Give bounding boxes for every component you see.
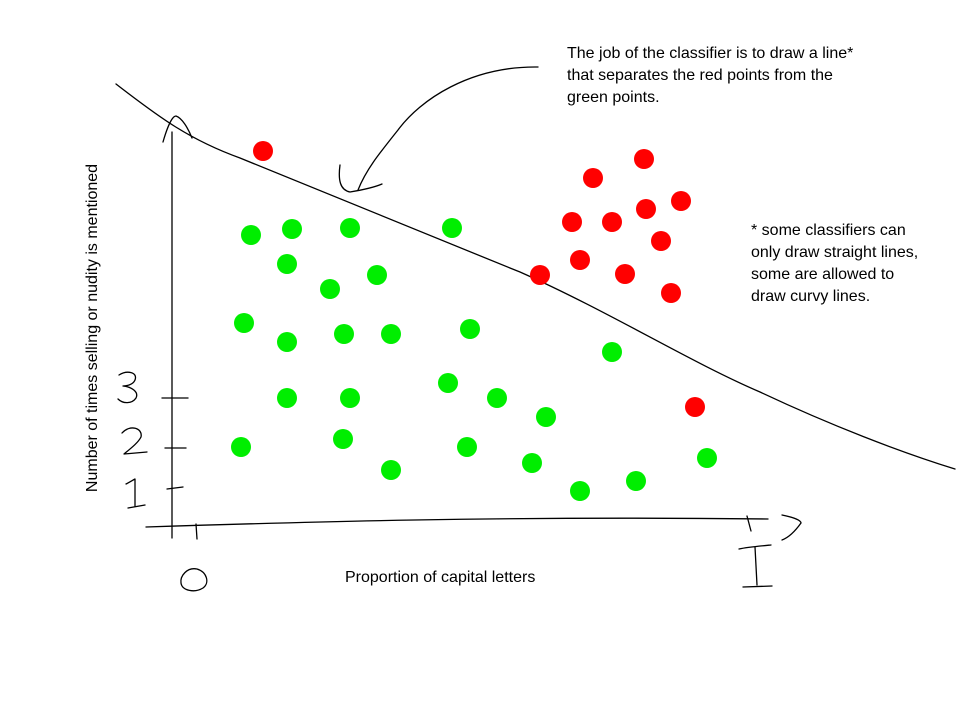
y-axis-arrowhead bbox=[162, 115, 193, 143]
green-point bbox=[602, 342, 622, 362]
decision-boundary-line bbox=[115, 83, 956, 470]
red-point bbox=[636, 199, 656, 219]
green-point bbox=[697, 448, 717, 468]
classifier-annotation: The job of the classifier is to draw a l… bbox=[567, 45, 854, 106]
handwritten-0 bbox=[180, 568, 208, 592]
green-point bbox=[457, 437, 477, 457]
y-axis-label: Number of times selling or nudity is men… bbox=[84, 163, 101, 493]
x-axis-arrowhead bbox=[781, 514, 802, 541]
green-point bbox=[381, 324, 401, 344]
green-point bbox=[334, 324, 354, 344]
green-point bbox=[241, 225, 261, 245]
red-point bbox=[661, 283, 681, 303]
green-point bbox=[626, 471, 646, 491]
footnote-annotation: * some classifiers can only draw straigh… bbox=[751, 222, 919, 305]
green-point bbox=[277, 254, 297, 274]
green-point bbox=[570, 481, 590, 501]
x-axis-label: Proportion of capital letters bbox=[345, 569, 536, 586]
x-tick-1 bbox=[746, 515, 752, 532]
green-point bbox=[442, 218, 462, 238]
green-point bbox=[231, 437, 251, 457]
green-point bbox=[320, 279, 340, 299]
handwritten-1 bbox=[125, 478, 146, 509]
green-point bbox=[333, 429, 353, 449]
y-tick-1 bbox=[166, 486, 184, 490]
red-point bbox=[253, 141, 273, 161]
data-points bbox=[231, 141, 717, 501]
red-point bbox=[570, 250, 590, 270]
x-tick-0 bbox=[195, 523, 198, 540]
red-point bbox=[562, 212, 582, 232]
green-point bbox=[277, 332, 297, 352]
handwritten-3 bbox=[117, 371, 138, 404]
green-point bbox=[367, 265, 387, 285]
green-point bbox=[381, 460, 401, 480]
green-point bbox=[487, 388, 507, 408]
red-point bbox=[671, 191, 691, 211]
green-point bbox=[340, 388, 360, 408]
handwritten-2 bbox=[121, 427, 148, 455]
green-point bbox=[340, 218, 360, 238]
handwritten-1-x bbox=[738, 544, 773, 588]
green-point bbox=[460, 319, 480, 339]
green-point bbox=[536, 407, 556, 427]
annotation-arrow bbox=[357, 66, 539, 191]
green-point bbox=[522, 453, 542, 473]
red-point bbox=[602, 212, 622, 232]
green-point bbox=[234, 313, 254, 333]
red-point bbox=[615, 264, 635, 284]
green-point bbox=[438, 373, 458, 393]
green-point bbox=[277, 388, 297, 408]
green-point bbox=[282, 219, 302, 239]
red-point bbox=[651, 231, 671, 251]
red-point bbox=[685, 397, 705, 417]
annotation-arrow-head bbox=[338, 164, 383, 193]
x-axis bbox=[145, 517, 769, 528]
red-point bbox=[634, 149, 654, 169]
red-point bbox=[583, 168, 603, 188]
red-point bbox=[530, 265, 550, 285]
